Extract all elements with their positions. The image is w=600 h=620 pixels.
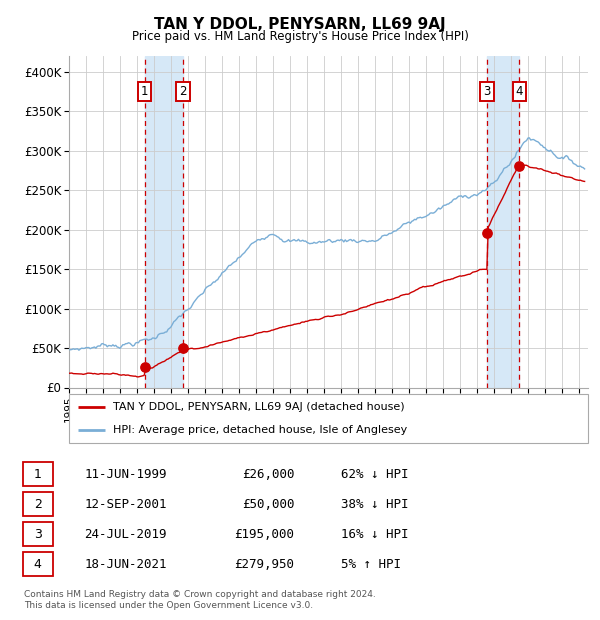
Text: TAN Y DDOL, PENYSARN, LL69 9AJ (detached house): TAN Y DDOL, PENYSARN, LL69 9AJ (detached… — [113, 402, 405, 412]
Text: 18-JUN-2021: 18-JUN-2021 — [84, 557, 167, 570]
Text: 38% ↓ HPI: 38% ↓ HPI — [341, 498, 408, 510]
Text: Contains HM Land Registry data © Crown copyright and database right 2024.
This d: Contains HM Land Registry data © Crown c… — [24, 590, 376, 609]
Bar — [23, 522, 53, 546]
Text: 2: 2 — [34, 498, 41, 510]
Bar — [23, 492, 53, 516]
Point — [178, 343, 188, 353]
Text: 62% ↓ HPI: 62% ↓ HPI — [341, 467, 408, 481]
Text: 4: 4 — [34, 557, 41, 570]
Text: 1: 1 — [141, 85, 148, 98]
Text: 1: 1 — [34, 467, 41, 481]
Text: 16% ↓ HPI: 16% ↓ HPI — [341, 528, 408, 541]
Bar — [23, 552, 53, 576]
Text: 4: 4 — [515, 85, 523, 98]
Point — [140, 362, 149, 372]
Text: 5% ↑ HPI: 5% ↑ HPI — [341, 557, 401, 570]
Text: 24-JUL-2019: 24-JUL-2019 — [84, 528, 167, 541]
Text: 11-JUN-1999: 11-JUN-1999 — [84, 467, 167, 481]
Bar — [487, 56, 519, 388]
Text: 2: 2 — [179, 85, 187, 98]
Text: £279,950: £279,950 — [235, 557, 295, 570]
Text: TAN Y DDOL, PENYSARN, LL69 9AJ: TAN Y DDOL, PENYSARN, LL69 9AJ — [154, 17, 446, 32]
Text: Price paid vs. HM Land Registry's House Price Index (HPI): Price paid vs. HM Land Registry's House … — [131, 30, 469, 43]
Text: £50,000: £50,000 — [242, 498, 295, 510]
Bar — [145, 56, 183, 388]
Point — [514, 161, 524, 171]
Text: 12-SEP-2001: 12-SEP-2001 — [84, 498, 167, 510]
Text: 3: 3 — [34, 528, 41, 541]
Text: £26,000: £26,000 — [242, 467, 295, 481]
Text: HPI: Average price, detached house, Isle of Anglesey: HPI: Average price, detached house, Isle… — [113, 425, 407, 435]
Point — [482, 229, 492, 239]
Text: £195,000: £195,000 — [235, 528, 295, 541]
Bar — [23, 462, 53, 486]
Text: 3: 3 — [483, 85, 491, 98]
